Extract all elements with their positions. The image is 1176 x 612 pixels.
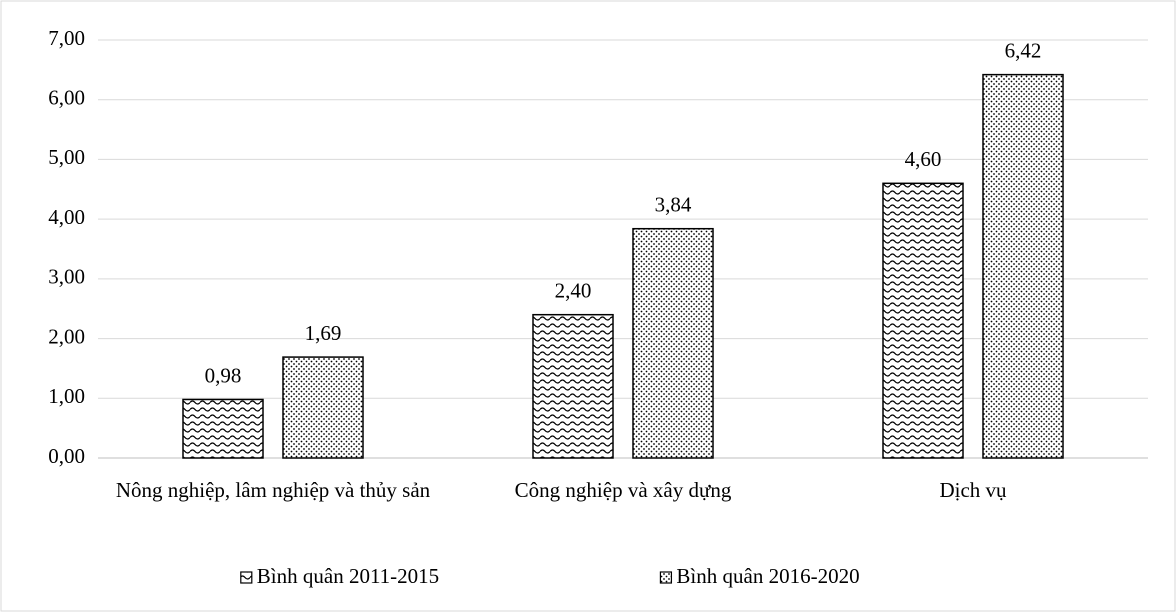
- bar: [882, 182, 964, 459]
- legend-label: Bình quân 2016-2020: [676, 564, 859, 588]
- legend-swatch: [240, 571, 253, 584]
- y-tick-label: 1,00: [48, 384, 85, 408]
- data-label: 2,40: [555, 278, 592, 302]
- y-tick-label: 6,00: [48, 86, 85, 110]
- data-label: 3,84: [655, 193, 692, 217]
- data-label: 4,60: [905, 147, 942, 171]
- data-label: 1,69: [305, 321, 342, 345]
- bar: [182, 398, 264, 459]
- y-tick-label: 4,00: [48, 205, 85, 229]
- legend-swatch: [659, 571, 673, 584]
- y-tick-label: 2,00: [48, 324, 85, 348]
- y-tick-label: 0,00: [48, 444, 85, 468]
- x-tick-label: Nông nghiệp, lâm nghiệp và thủy sản: [115, 478, 431, 502]
- bar: [532, 313, 614, 459]
- y-tick-label: 3,00: [48, 265, 85, 289]
- legend-label: Bình quân 2011-2015: [257, 564, 439, 588]
- x-tick-label: Công nghiệp và xây dựng: [514, 478, 732, 502]
- data-label: 6,42: [1005, 38, 1042, 62]
- bar: [632, 227, 714, 459]
- bar: [982, 73, 1064, 459]
- data-label: 0,98: [205, 363, 242, 387]
- y-tick-label: 7,00: [48, 26, 85, 50]
- bar: [282, 356, 364, 459]
- y-tick-label: 5,00: [48, 145, 85, 169]
- x-tick-label: Dịch vụ: [939, 478, 1007, 502]
